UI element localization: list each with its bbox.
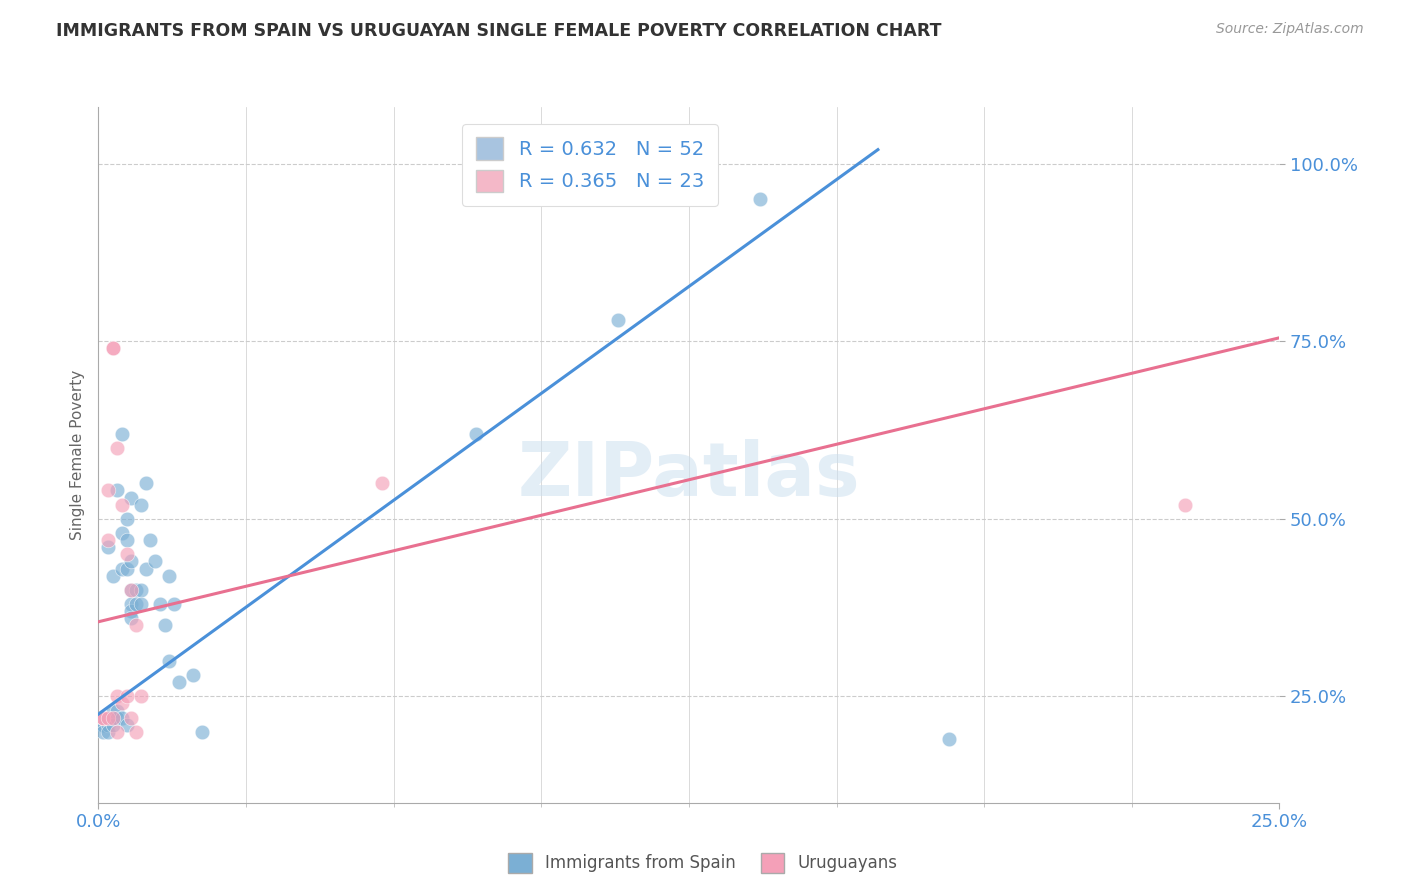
Point xyxy=(181,668,204,682)
Point xyxy=(129,597,152,611)
Point xyxy=(129,690,152,704)
Point xyxy=(121,710,143,724)
Point xyxy=(105,710,128,724)
Text: ZIPatlas: ZIPatlas xyxy=(517,439,860,512)
Point xyxy=(91,724,114,739)
Point xyxy=(111,498,134,512)
Point xyxy=(101,342,124,356)
Point xyxy=(105,704,128,718)
Point xyxy=(101,710,124,724)
Point xyxy=(97,710,120,724)
Point xyxy=(129,582,152,597)
Legend: R = 0.632   N = 52, R = 0.365   N = 23: R = 0.632 N = 52, R = 0.365 N = 23 xyxy=(463,124,717,205)
Point xyxy=(121,582,143,597)
Point xyxy=(371,476,394,491)
Point xyxy=(115,690,138,704)
Point xyxy=(115,512,138,526)
Point xyxy=(91,710,114,724)
Point xyxy=(97,483,120,498)
Point xyxy=(121,611,143,625)
Point xyxy=(111,697,134,711)
Point xyxy=(121,597,143,611)
Point xyxy=(129,498,152,512)
Point xyxy=(105,724,128,739)
Point xyxy=(1174,498,1197,512)
Point xyxy=(115,717,138,731)
Point xyxy=(105,483,128,498)
Text: Source: ZipAtlas.com: Source: ZipAtlas.com xyxy=(1216,22,1364,37)
Point xyxy=(149,597,172,611)
Point xyxy=(97,540,120,554)
Point xyxy=(91,717,114,731)
Point xyxy=(125,582,148,597)
Point xyxy=(111,526,134,541)
Y-axis label: Single Female Poverty: Single Female Poverty xyxy=(69,370,84,540)
Point xyxy=(111,426,134,441)
Point xyxy=(101,342,124,356)
Point xyxy=(167,675,190,690)
Point xyxy=(157,568,180,582)
Point xyxy=(143,554,166,568)
Point xyxy=(97,717,120,731)
Point xyxy=(121,491,143,505)
Point xyxy=(465,426,488,441)
Point xyxy=(101,717,124,731)
Point xyxy=(111,561,134,575)
Point xyxy=(748,192,770,206)
Point xyxy=(115,547,138,561)
Point xyxy=(163,597,186,611)
Point xyxy=(115,561,138,575)
Point xyxy=(115,533,138,548)
Point xyxy=(101,710,124,724)
Point xyxy=(125,597,148,611)
Point xyxy=(191,724,214,739)
Point xyxy=(607,313,630,327)
Point xyxy=(135,561,157,575)
Point xyxy=(135,476,157,491)
Point xyxy=(125,724,148,739)
Point xyxy=(111,710,134,724)
Point xyxy=(125,618,148,632)
Point xyxy=(97,533,120,548)
Point xyxy=(91,710,114,724)
Point xyxy=(91,710,114,724)
Point xyxy=(101,568,124,582)
Point xyxy=(121,604,143,618)
Point xyxy=(105,441,128,455)
Point xyxy=(139,533,162,548)
Text: IMMIGRANTS FROM SPAIN VS URUGUAYAN SINGLE FEMALE POVERTY CORRELATION CHART: IMMIGRANTS FROM SPAIN VS URUGUAYAN SINGL… xyxy=(56,22,942,40)
Point xyxy=(121,554,143,568)
Point xyxy=(938,731,960,746)
Legend: Immigrants from Spain, Uruguayans: Immigrants from Spain, Uruguayans xyxy=(502,847,904,880)
Point xyxy=(105,690,128,704)
Point xyxy=(157,654,180,668)
Point xyxy=(97,710,120,724)
Point xyxy=(97,724,120,739)
Point xyxy=(121,582,143,597)
Point xyxy=(97,710,120,724)
Point xyxy=(91,710,114,724)
Point xyxy=(91,710,114,724)
Point xyxy=(101,704,124,718)
Point xyxy=(91,717,114,731)
Point xyxy=(153,618,176,632)
